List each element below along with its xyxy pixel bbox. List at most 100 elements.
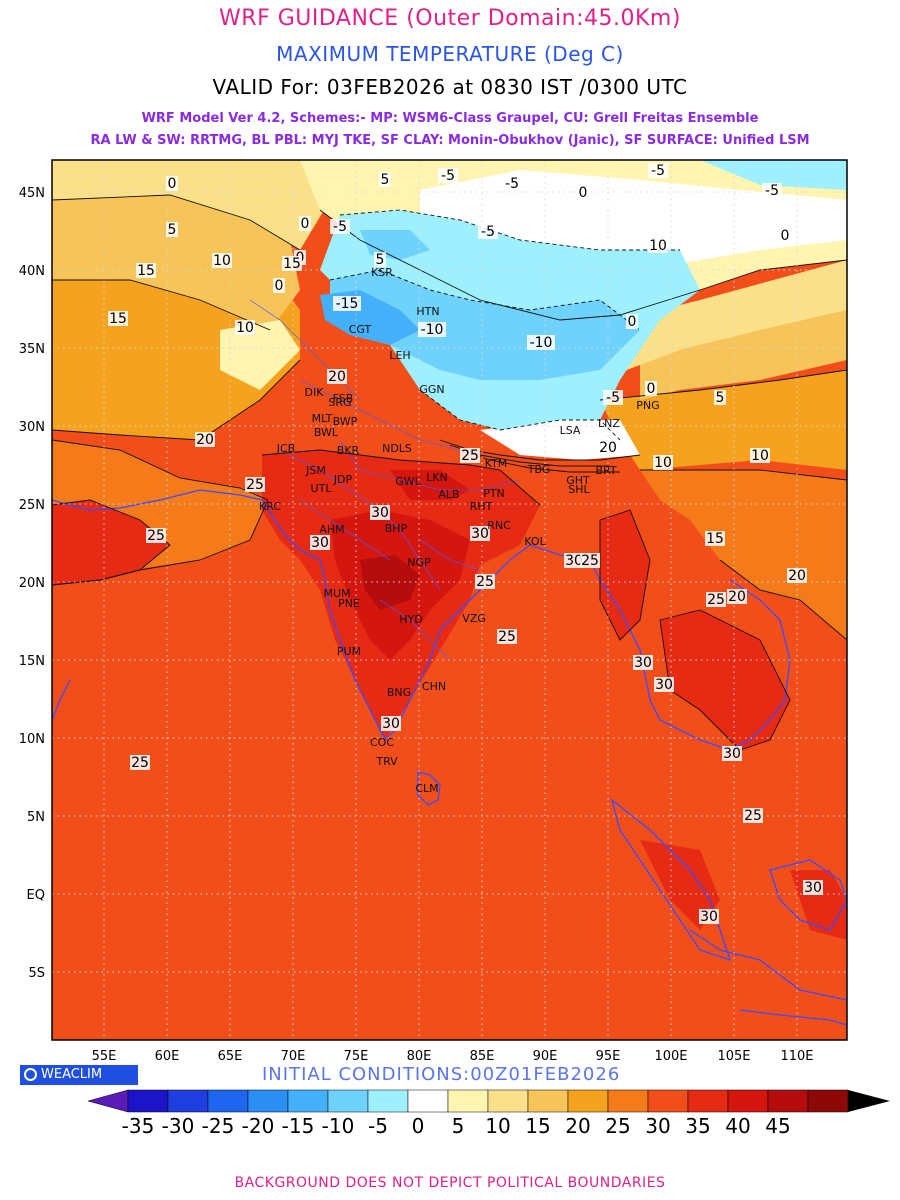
contour-label: 0 (579, 185, 588, 201)
contour-label: -5 (333, 219, 347, 235)
legend-color-box (207, 1089, 249, 1113)
footer-disclaimer: BACKGROUND DOES NOT DEPICT POLITICAL BOU… (234, 1175, 666, 1191)
city-label: BRT (595, 464, 616, 477)
contour-label: 15 (283, 256, 301, 272)
contour-label-bg (762, 183, 782, 198)
latitude-label: 35N (19, 342, 45, 357)
city-label: ALB (438, 488, 459, 501)
legend-color-box (247, 1089, 289, 1113)
contour-label-bg (327, 369, 347, 384)
chart-title: WRF GUIDANCE (Outer Domain:45.0Km) (219, 6, 681, 31)
contour-label: 0 (301, 216, 310, 232)
contour-label: 0 (275, 278, 284, 294)
legend-tick-label: -15 (282, 1114, 315, 1138)
longitude-label: 55E (92, 1049, 117, 1064)
valid-time: VALID For: 03FEB2026 at 0830 IST /0300 U… (212, 75, 688, 99)
city-label: HTN (416, 305, 439, 318)
city-label: BKR (337, 444, 360, 457)
latitude-label: 30N (19, 420, 45, 435)
city-label: LKN (426, 471, 448, 484)
legend-tick-label: 15 (525, 1114, 550, 1138)
contour-label-bg (654, 677, 674, 692)
city-label: COC (370, 736, 394, 749)
legend-overflow-arrow (848, 1090, 890, 1112)
contour-label: -5 (651, 163, 665, 179)
contour-label: 20 (788, 568, 806, 584)
city-label: TBG (527, 463, 551, 476)
contour-label-bg (564, 553, 584, 568)
contour-label-bg (705, 531, 725, 546)
contour-label-bg (195, 432, 215, 447)
longitude-label: 65E (218, 1049, 243, 1064)
contour-label: -5 (481, 224, 495, 240)
contour-label: 30 (700, 909, 718, 925)
contour-label-bg (633, 655, 653, 670)
contour-label-bg (273, 278, 285, 293)
contour-label-bg (750, 448, 770, 463)
legend-color-box (127, 1089, 169, 1113)
longitude-label: 80E (407, 1049, 432, 1064)
contour-label-bg (645, 381, 657, 396)
contour-label-bg (130, 755, 150, 770)
brand-label: WEACLIM (41, 1067, 103, 1082)
latitude-label: 5N (27, 810, 45, 825)
contour-label: 5 (381, 172, 390, 188)
city-label: CHN (422, 680, 446, 693)
copyright-circle-icon (24, 1068, 37, 1081)
contour-label-bg (460, 448, 480, 463)
legend-underflow-arrow (87, 1089, 129, 1113)
city-label: RNC (487, 519, 511, 532)
contour-label: 30 (311, 535, 329, 551)
city-label: DIK (305, 386, 325, 399)
latitude-labels: 45N 40N 35N 30N 25N 20N 15N 10N 5N EQ 5S (19, 186, 45, 981)
legend-tick-label: 30 (645, 1114, 670, 1138)
city-label: KTM (485, 457, 508, 470)
contour-label-bg (502, 176, 522, 191)
contour-label-bg (653, 455, 673, 470)
contour-label: 25 (498, 629, 516, 645)
contour-label: -10 (421, 322, 444, 338)
contour-label-bg (310, 535, 330, 550)
contour-label-bg (603, 390, 623, 405)
contour-label-bg (497, 629, 517, 644)
city-label: UTL (311, 482, 333, 495)
contour-label: 5 (376, 252, 385, 268)
contour-label-bg (212, 253, 232, 268)
longitude-label: 75E (344, 1049, 369, 1064)
city-label: MUM (323, 587, 350, 600)
city-label: GWL (395, 475, 421, 488)
contour-label: 25 (131, 755, 149, 771)
legend-color-box (327, 1089, 369, 1113)
legend-tick-label: 10 (485, 1114, 510, 1138)
contour-label: 30 (382, 716, 400, 732)
contour-label-bg (580, 553, 600, 568)
city-label: VZG (462, 612, 486, 625)
contour-label: 20 (196, 432, 214, 448)
city-label: AHM (319, 523, 344, 536)
city-label: BHP (385, 522, 408, 535)
contour-label-bg (803, 880, 823, 895)
latitude-label: 5S (28, 966, 45, 981)
band-minus15-minus10 (330, 230, 640, 380)
city-label: RHT (470, 500, 493, 513)
legend-tick-label: 35 (685, 1114, 710, 1138)
legend-color-box (487, 1089, 529, 1113)
city-label: NDLS (382, 442, 412, 455)
legend-tick-label: 45 (765, 1114, 790, 1138)
contour-label: -5 (441, 168, 455, 184)
contour-label-bg (699, 909, 719, 924)
city-label: PNG (636, 399, 659, 412)
contour-label: 15 (706, 531, 724, 547)
contour-label: 5 (716, 390, 725, 406)
contour-label-bg (235, 320, 255, 335)
contour-label: 25 (246, 477, 264, 493)
contour-label: 30 (371, 505, 389, 521)
color-legend-boxes (87, 1089, 890, 1113)
contour-label-bg (727, 589, 747, 604)
city-label: GGN (419, 383, 444, 396)
contour-label: -5 (505, 176, 519, 192)
latitude-label: 15N (19, 654, 45, 669)
contour-label: 25 (476, 574, 494, 590)
contour-label-bg (527, 335, 555, 350)
